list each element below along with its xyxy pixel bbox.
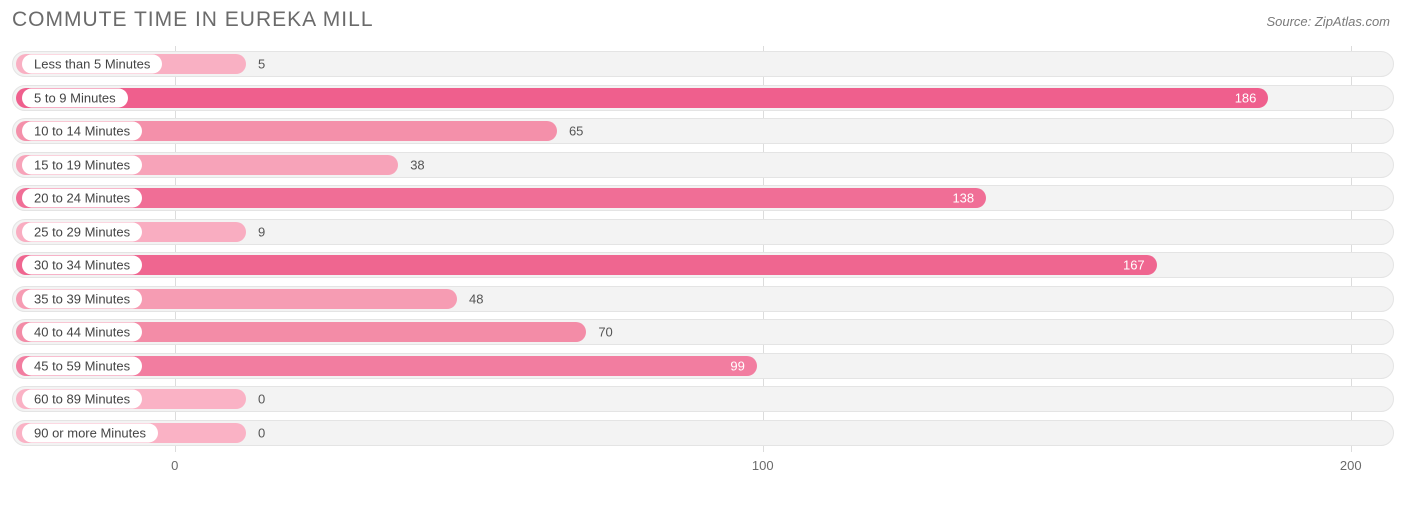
chart-header: COMMUTE TIME IN EUREKA MILL Source: ZipA… bbox=[12, 8, 1394, 40]
bar-value-label: 99 bbox=[730, 358, 744, 373]
bar-row: 10 to 14 Minutes 65 bbox=[12, 117, 1394, 145]
bar-row: 20 to 24 Minutes 138 bbox=[12, 184, 1394, 212]
x-axis: 0 100 200 bbox=[12, 454, 1394, 480]
chart-title: COMMUTE TIME IN EUREKA MILL bbox=[12, 8, 374, 32]
bar-row: 60 to 89 Minutes 0 bbox=[12, 385, 1394, 413]
bar-category-label: 45 to 59 Minutes bbox=[22, 356, 142, 375]
bar-value-label: 0 bbox=[258, 425, 265, 440]
bar-row: 35 to 39 Minutes 48 bbox=[12, 285, 1394, 313]
bar-category-label: Less than 5 Minutes bbox=[22, 55, 162, 74]
bar-fill bbox=[16, 188, 986, 208]
bar-row: Less than 5 Minutes 5 bbox=[12, 50, 1394, 78]
plot-area: Less than 5 Minutes 5 5 to 9 Minutes 186 10 … bbox=[12, 46, 1394, 486]
bar-fill bbox=[16, 255, 1157, 275]
bar-row: 5 to 9 Minutes 186 bbox=[12, 84, 1394, 112]
bar-row: 45 to 59 Minutes 99 bbox=[12, 352, 1394, 380]
bar-value-label: 5 bbox=[258, 57, 265, 72]
bar-value-label: 0 bbox=[258, 392, 265, 407]
bar-category-label: 15 to 19 Minutes bbox=[22, 155, 142, 174]
chart-source: Source: ZipAtlas.com bbox=[1266, 14, 1390, 29]
bar-row: 40 to 44 Minutes 70 bbox=[12, 318, 1394, 346]
bar-value-label: 9 bbox=[258, 224, 265, 239]
bar-row: 90 or more Minutes 0 bbox=[12, 419, 1394, 447]
bar-category-label: 20 to 24 Minutes bbox=[22, 189, 142, 208]
bar-category-label: 10 to 14 Minutes bbox=[22, 122, 142, 141]
bar-value-label: 138 bbox=[952, 191, 974, 206]
bar-value-label: 70 bbox=[598, 325, 612, 340]
bar-value-label: 167 bbox=[1123, 258, 1145, 273]
bar-category-label: 30 to 34 Minutes bbox=[22, 256, 142, 275]
bar-value-label: 48 bbox=[469, 291, 483, 306]
bar-category-label: 25 to 29 Minutes bbox=[22, 222, 142, 241]
bar-value-label: 65 bbox=[569, 124, 583, 139]
x-tick-label: 200 bbox=[1340, 458, 1362, 473]
chart-container: COMMUTE TIME IN EUREKA MILL Source: ZipA… bbox=[0, 0, 1406, 523]
bar-category-label: 40 to 44 Minutes bbox=[22, 323, 142, 342]
bar-fill bbox=[16, 88, 1268, 108]
bar-category-label: 60 to 89 Minutes bbox=[22, 390, 142, 409]
bar-category-label: 35 to 39 Minutes bbox=[22, 289, 142, 308]
bars-group: Less than 5 Minutes 5 5 to 9 Minutes 186 10 … bbox=[12, 46, 1394, 447]
bar-row: 25 to 29 Minutes 9 bbox=[12, 218, 1394, 246]
bar-value-label: 186 bbox=[1235, 90, 1257, 105]
bar-row: 30 to 34 Minutes 167 bbox=[12, 251, 1394, 279]
x-tick-label: 0 bbox=[171, 458, 178, 473]
bar-category-label: 90 or more Minutes bbox=[22, 423, 158, 442]
bar-category-label: 5 to 9 Minutes bbox=[22, 88, 128, 107]
bar-value-label: 38 bbox=[410, 157, 424, 172]
x-tick-label: 100 bbox=[752, 458, 774, 473]
bar-row: 15 to 19 Minutes 38 bbox=[12, 151, 1394, 179]
